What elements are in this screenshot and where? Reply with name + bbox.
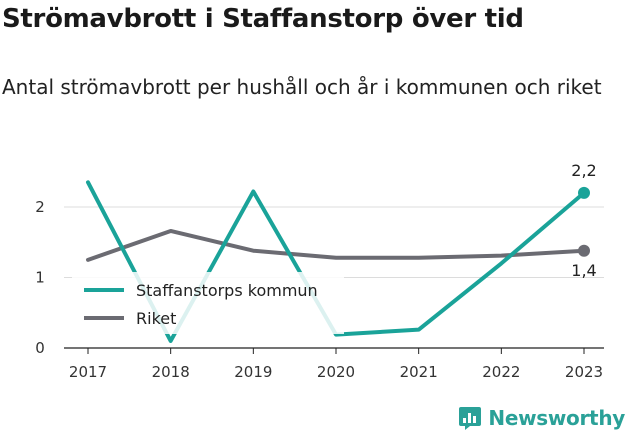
brand-logo: Newsworthy <box>458 405 625 431</box>
x-tick-label: 2018 <box>152 363 190 381</box>
chart-title: Strömavbrott i Staffanstorp över tid <box>2 4 524 34</box>
x-tick-label: 2017 <box>69 363 107 381</box>
x-tick-label: 2019 <box>234 363 272 381</box>
y-tick-label: 1 <box>35 269 45 287</box>
x-tick-label: 2020 <box>317 363 355 381</box>
series-line-riket <box>86 228 586 262</box>
end-label-staffanstorp: 2,2 <box>571 161 596 180</box>
legend-label: Staffanstorps kommun <box>136 281 318 300</box>
end-label-riket: 1,4 <box>571 261 596 280</box>
y-tick-label: 2 <box>35 198 45 216</box>
series-line-staffanstorp <box>86 180 586 343</box>
newsworthy-logo-icon <box>459 407 482 430</box>
chart-subtitle: Antal strömavbrott per hushåll och år i … <box>2 75 602 99</box>
legend-background <box>72 272 344 334</box>
x-tick-label: 2022 <box>482 363 520 381</box>
x-tick-label: 2023 <box>565 363 603 381</box>
legend-label: Riket <box>136 309 176 328</box>
end-point-staffanstorp <box>578 186 590 199</box>
end-point-riket <box>578 244 590 257</box>
y-tick-label: 0 <box>35 339 45 357</box>
brand-name: Newsworthy <box>488 406 625 430</box>
x-tick-label: 2021 <box>400 363 438 381</box>
